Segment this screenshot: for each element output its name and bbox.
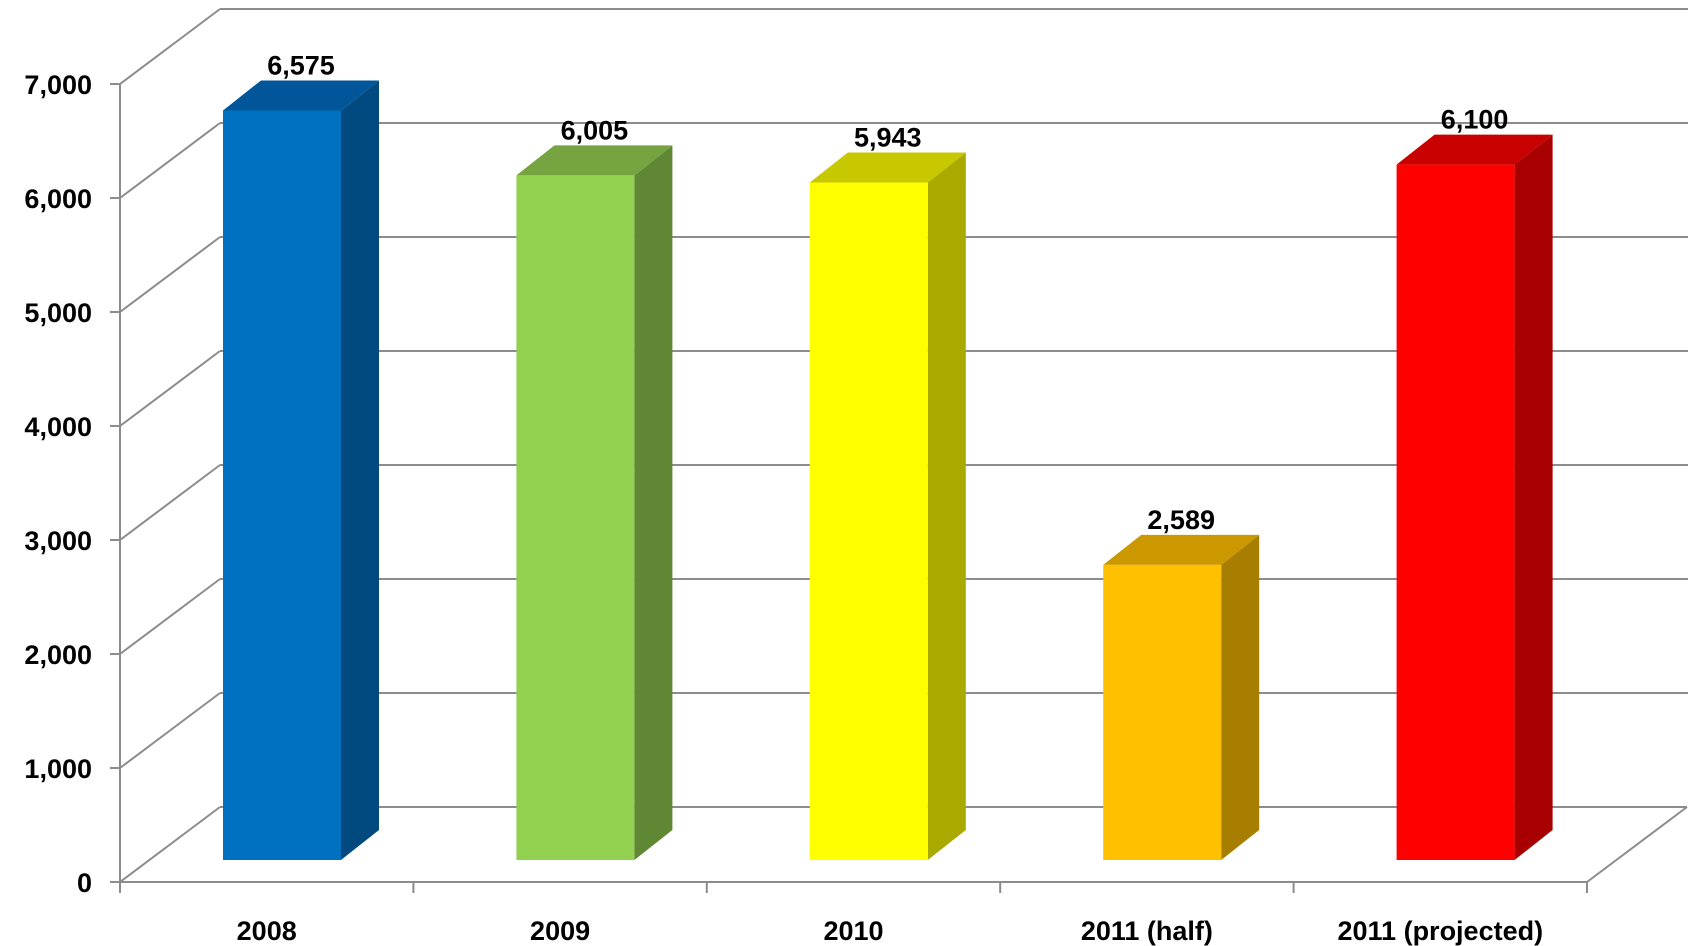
x-category-label: 2011 (projected): [1338, 916, 1544, 946]
bar-data-label: 6,100: [1441, 105, 1509, 135]
floor-right-edge: [1586, 806, 1688, 883]
gridline-side: [119, 578, 221, 655]
bar-side-face: [341, 80, 379, 860]
x-axis-category-labels: 2008 2009 2010 2011 (half) 2011 (projected): [237, 916, 1543, 946]
bar-data-labels: 6,575 6,005 5,943 2,589 6,100: [267, 50, 1508, 534]
bar-front-face: [809, 182, 928, 861]
y-tick-label: 6,000: [24, 184, 92, 214]
bar-front-face: [516, 175, 635, 860]
bar-front-face: [223, 110, 341, 860]
gridline-side: [119, 122, 221, 199]
bar: [1103, 534, 1260, 860]
bar-data-label: 5,943: [854, 122, 922, 152]
y-tick-label: 0: [77, 868, 92, 898]
bar-side-face: [1514, 134, 1553, 861]
gridline-side: [119, 8, 221, 85]
y-tick-label: 5,000: [24, 298, 92, 328]
y-tick-label: 4,000: [24, 412, 92, 442]
bar: [516, 145, 673, 860]
bar: [809, 152, 966, 861]
gridline-side: [119, 464, 221, 541]
y-axis-tick-labels: 0 1,000 2,000 3,000 4,000 5,000 6,000 7,000: [24, 70, 92, 898]
bar-front-face: [1103, 564, 1222, 860]
gridline-side: [119, 236, 221, 313]
y-tick-label: 2,000: [24, 640, 92, 670]
x-category-label: 2008: [237, 916, 297, 946]
bar-top-face: [516, 145, 673, 176]
bar-data-label: 2,589: [1147, 505, 1215, 535]
bar-data-label: 6,005: [561, 115, 629, 145]
bar-top-face: [1396, 134, 1553, 165]
x-category-label: 2011 (half): [1081, 916, 1213, 946]
gridline-side: [119, 692, 221, 769]
bar-top-face: [1103, 534, 1260, 565]
y-tick-label: 7,000: [24, 70, 92, 100]
bar: [223, 80, 379, 860]
y-tick-label: 1,000: [24, 754, 92, 784]
bar-side-face: [927, 152, 966, 861]
gridline-side: [119, 350, 221, 427]
bar-top-face: [809, 152, 966, 183]
bar-top-face: [223, 80, 379, 111]
x-category-label: 2009: [530, 916, 590, 946]
bar-side-face: [1221, 534, 1260, 860]
bar-data-label: 6,575: [267, 50, 335, 80]
bar: [1396, 134, 1553, 861]
chart-bars: [223, 80, 1553, 861]
bar-front-face: [1396, 164, 1515, 861]
gridline-side: [119, 806, 221, 883]
bar-side-face: [634, 145, 673, 860]
y-tick-label: 3,000: [24, 526, 92, 556]
x-category-label: 2010: [823, 916, 883, 946]
